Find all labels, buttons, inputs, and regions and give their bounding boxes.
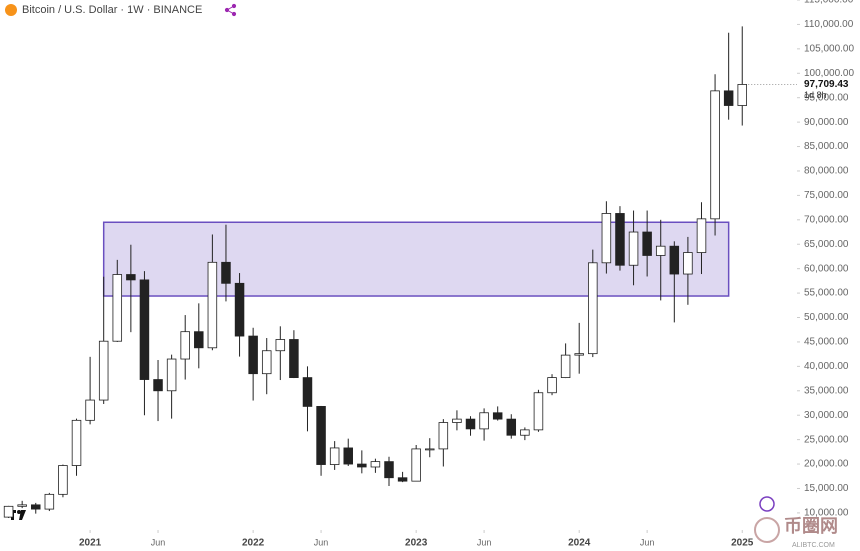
- candle-body: [3, 505, 14, 518]
- y-tick-label: 75,000.00: [804, 190, 849, 201]
- candle-body: [696, 218, 707, 253]
- share-icon[interactable]: [224, 3, 237, 17]
- y-tick-label: 35,000.00: [804, 385, 849, 396]
- y-tick-label: 60,000.00: [804, 263, 849, 274]
- candle-body: [438, 422, 449, 450]
- candle-body: [397, 477, 408, 482]
- candle-body: [85, 399, 95, 421]
- y-tick-label: 115,000.00: [804, 0, 854, 6]
- candle-body: [547, 377, 557, 394]
- candle-body: [166, 358, 177, 392]
- y-tick-label: 100,000.00: [804, 68, 854, 79]
- y-tick-label: 25,000.00: [804, 434, 849, 445]
- y-tick-label: 110,000.00: [804, 19, 854, 30]
- candle-body: [384, 461, 394, 479]
- candle-body: [370, 461, 381, 468]
- candle-body: [479, 412, 489, 430]
- candle-body: [275, 339, 286, 352]
- candle-body: [520, 429, 530, 436]
- candle-body: [234, 282, 245, 337]
- x-tick-label: Jun: [151, 537, 166, 547]
- x-tick-label: Jun: [314, 537, 329, 547]
- candle-body: [710, 90, 720, 220]
- candle-body: [465, 418, 476, 430]
- candle-body: [248, 335, 258, 375]
- y-tick-label: 105,000.00: [804, 43, 854, 54]
- candle-body: [506, 418, 517, 436]
- y-tick-label: 70,000.00: [804, 214, 849, 225]
- price-label: 97,709.43: [804, 79, 849, 90]
- candle-body: [628, 231, 639, 266]
- candle-body: [533, 392, 544, 431]
- candle-body: [329, 447, 340, 465]
- y-tick-label: 65,000.00: [804, 239, 849, 250]
- y-tick-label: 55,000.00: [804, 288, 849, 299]
- candle-body: [71, 419, 82, 466]
- candle-body: [655, 245, 666, 256]
- candle-body: [289, 339, 299, 378]
- candle-body: [31, 504, 41, 510]
- y-tick-label: 85,000.00: [804, 141, 849, 152]
- candle-body: [261, 350, 272, 375]
- x-tick-label: 2025: [731, 538, 754, 549]
- y-tick-label: 10,000.00: [804, 508, 849, 519]
- watermark-name: 币圈网: [784, 516, 838, 536]
- x-tick-label: 2021: [79, 538, 102, 549]
- candle-body: [642, 231, 652, 256]
- candle-body: [302, 377, 313, 407]
- y-tick-label: 80,000.00: [804, 166, 849, 177]
- chart-title: Bitcoin / U.S. Dollar · 1W · BINANCE: [22, 4, 202, 16]
- candle-body: [588, 262, 598, 355]
- candle-body: [683, 252, 693, 275]
- candle-body: [601, 213, 612, 264]
- coin-icon: [5, 4, 17, 16]
- candle-body: [316, 406, 326, 465]
- candle-body: [615, 213, 625, 266]
- candle-body: [425, 448, 435, 451]
- y-tick-label: 45,000.00: [804, 337, 849, 348]
- y-tick-label: 50,000.00: [804, 312, 849, 323]
- candle-body: [58, 465, 68, 495]
- y-tick-label: 15,000.00: [804, 483, 849, 494]
- candle-body: [221, 261, 231, 284]
- x-tick-label: 2024: [568, 538, 591, 549]
- candle-body: [98, 340, 109, 401]
- candle-body: [343, 447, 353, 465]
- y-tick-label: 30,000.00: [804, 410, 849, 421]
- x-tick-label: 2023: [405, 538, 428, 549]
- y-tick-label: 95,000.00: [804, 92, 849, 103]
- x-tick-label: Jun: [477, 537, 492, 547]
- candle-body: [126, 274, 136, 281]
- candle-body: [112, 274, 123, 342]
- y-tick-label: 40,000.00: [804, 361, 849, 372]
- candle-body: [723, 90, 734, 106]
- y-tick-label: 90,000.00: [804, 117, 849, 128]
- candle-body: [194, 331, 204, 349]
- candle-body: [357, 463, 367, 468]
- candle-body: [411, 448, 421, 482]
- candle-body: [574, 353, 584, 356]
- candle-body: [207, 261, 218, 349]
- candle-body: [452, 418, 462, 423]
- candle-body: [139, 279, 150, 380]
- watermark: 币圈网 ALIBTC.COM: [754, 496, 838, 549]
- countdown: 1d 8h: [804, 90, 827, 100]
- candle-body: [17, 504, 27, 507]
- candle-body: [44, 493, 55, 510]
- x-tick-label: Jun: [640, 537, 655, 547]
- candle-body: [669, 245, 680, 275]
- candle-body: [153, 379, 163, 392]
- candle-body: [737, 84, 747, 106]
- y-tick-label: 20,000.00: [804, 459, 849, 470]
- candle-body: [180, 331, 190, 360]
- candle-body: [492, 412, 503, 420]
- watermark-site: ALIBTC.COM: [792, 542, 835, 549]
- x-tick-label: 2022: [242, 538, 265, 549]
- candle-body: [560, 354, 571, 378]
